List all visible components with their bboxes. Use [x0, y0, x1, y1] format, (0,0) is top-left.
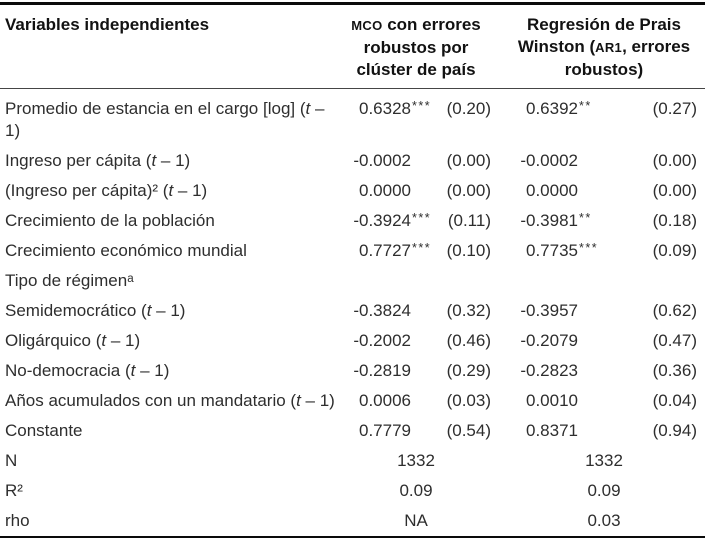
- table-row: Crecimiento de la población -0.3924 *** (0.…: [0, 206, 705, 236]
- table-row: No-democracia (t – 1) -0.2819 (0.29) -0.282…: [0, 356, 705, 386]
- table-row: R² 0.09 0.09: [0, 476, 705, 506]
- model1-std-error: (0.00): [446, 181, 491, 200]
- model2-std-error: (0.04): [652, 391, 697, 410]
- table-row: (Ingreso per cápita)² (t – 1) 0.0000 (0.00…: [0, 176, 705, 206]
- row-label: Años acumulados con un mandatario (t – 1…: [5, 391, 335, 410]
- table-row: Constante 0.7779 (0.54) 0.8371 (0.94): [0, 416, 705, 446]
- model2-std-error: (0.00): [652, 181, 697, 200]
- table-body: Promedio de estancia en el cargo [log] (…: [0, 89, 705, 536]
- model2-std-error: (0.94): [652, 421, 697, 440]
- row-label: Crecimiento de la población: [5, 211, 215, 230]
- stat-label: rho: [5, 511, 30, 530]
- model1-stat: 0.09: [399, 481, 433, 500]
- model1-significance: ***: [412, 211, 432, 225]
- table-row: Oligárquico (t – 1) -0.2002 (0.46) -0.2079 (…: [0, 326, 705, 356]
- stat-label: N: [5, 451, 18, 470]
- model1-std-error: (0.32): [446, 301, 491, 320]
- model2-std-error: (0.27): [652, 99, 697, 118]
- model2-significance: **: [579, 99, 592, 113]
- model2-coefficient: 0.8371: [526, 421, 578, 440]
- model1-coefficient: -0.0002: [353, 151, 411, 170]
- model2-std-error: (0.62): [652, 301, 697, 320]
- model2-stat: 0.03: [587, 511, 621, 530]
- model2-std-error: (0.36): [652, 361, 697, 380]
- model1-std-error: (0.29): [446, 361, 491, 380]
- model2-coefficient: -0.0002: [520, 151, 578, 170]
- model1-std-error: (0.03): [446, 391, 491, 410]
- table-row: Promedio de estancia en el cargo [log] (…: [0, 94, 705, 146]
- model2-stat: 1332: [585, 451, 623, 470]
- model2-coefficient: 0.7735: [526, 241, 578, 260]
- model2-coefficient: -0.3981: [520, 211, 578, 230]
- model1-significance: ***: [412, 99, 432, 113]
- model1-std-error: (0.54): [446, 421, 491, 440]
- model1-std-error: (0.11): [447, 211, 491, 230]
- table-row: Tipo de régimenᵃ: [0, 266, 705, 296]
- model2-significance: ***: [579, 241, 599, 255]
- regression-table: Variables independientes MCO con errores…: [0, 2, 705, 538]
- stat-label: R²: [5, 481, 23, 500]
- model1-stat: NA: [404, 511, 428, 530]
- model1-significance: ***: [412, 241, 432, 255]
- model2-coefficient: 0.0010: [526, 391, 578, 410]
- table-header-row: Variables independientes MCO con errores…: [0, 5, 705, 89]
- row-label: No-democracia (t – 1): [5, 361, 170, 380]
- table-row: rho NA 0.03: [0, 506, 705, 536]
- model1-coefficient: 0.7779: [359, 421, 411, 440]
- table-row: Crecimiento económico mundial 0.7727 *** (0…: [0, 236, 705, 266]
- model2-coefficient: -0.2823: [520, 361, 578, 380]
- model1-coefficient: -0.3924: [353, 211, 411, 230]
- model1-std-error: (0.00): [446, 151, 491, 170]
- model2-stat: 0.09: [587, 481, 621, 500]
- model1-coefficient: 0.0006: [359, 391, 411, 410]
- table-row: N 1332 1332: [0, 446, 705, 476]
- model1-std-error: (0.10): [446, 241, 491, 260]
- model1-coefficient: -0.2819: [353, 361, 411, 380]
- model1-coefficient: 0.0000: [359, 181, 411, 200]
- model2-coefficient: 0.6392: [526, 99, 578, 118]
- row-label: (Ingreso per cápita)² (t – 1): [5, 181, 208, 200]
- column-header-variables: Variables independientes: [5, 15, 210, 34]
- row-label: Ingreso per cápita (t – 1): [5, 151, 191, 170]
- model2-std-error: (0.47): [652, 331, 697, 350]
- model2-significance: **: [579, 211, 592, 225]
- model2-std-error: (0.00): [652, 151, 697, 170]
- model1-stat: 1332: [397, 451, 435, 470]
- row-label: Oligárquico (t – 1): [5, 331, 141, 350]
- model2-std-error: (0.18): [652, 211, 697, 230]
- model1-coefficient: -0.3824: [353, 301, 411, 320]
- model1-coefficient: -0.2002: [353, 331, 411, 350]
- row-label: Crecimiento económico mundial: [5, 241, 247, 260]
- table-row: Años acumulados con un mandatario (t – 1…: [0, 386, 705, 416]
- model1-coefficient: 0.7727: [359, 241, 411, 260]
- model1-coefficient: 0.6328: [359, 99, 411, 118]
- section-label: Tipo de régimenᵃ: [5, 271, 134, 290]
- row-label: Constante: [5, 421, 83, 440]
- model1-std-error: (0.20): [446, 99, 491, 118]
- table-row: Ingreso per cápita (t – 1) -0.0002 (0.00) -…: [0, 146, 705, 176]
- row-label: Semidemocrático (t – 1): [5, 301, 186, 320]
- column-header-model2-prais-winston: Regresión de Prais Winston (AR1, errores…: [517, 15, 691, 79]
- model2-std-error: (0.09): [652, 241, 697, 260]
- model2-coefficient: -0.2079: [520, 331, 578, 350]
- model2-coefficient: 0.0000: [526, 181, 578, 200]
- column-header-model1-mco: MCO con errores robustos por clúster de …: [351, 15, 481, 79]
- model1-std-error: (0.46): [446, 331, 491, 350]
- row-label: Promedio de estancia en el cargo [log] (…: [5, 99, 325, 140]
- table-row: Semidemocrático (t – 1) -0.3824 (0.32) -0.3…: [0, 296, 705, 326]
- model2-coefficient: -0.3957: [520, 301, 578, 320]
